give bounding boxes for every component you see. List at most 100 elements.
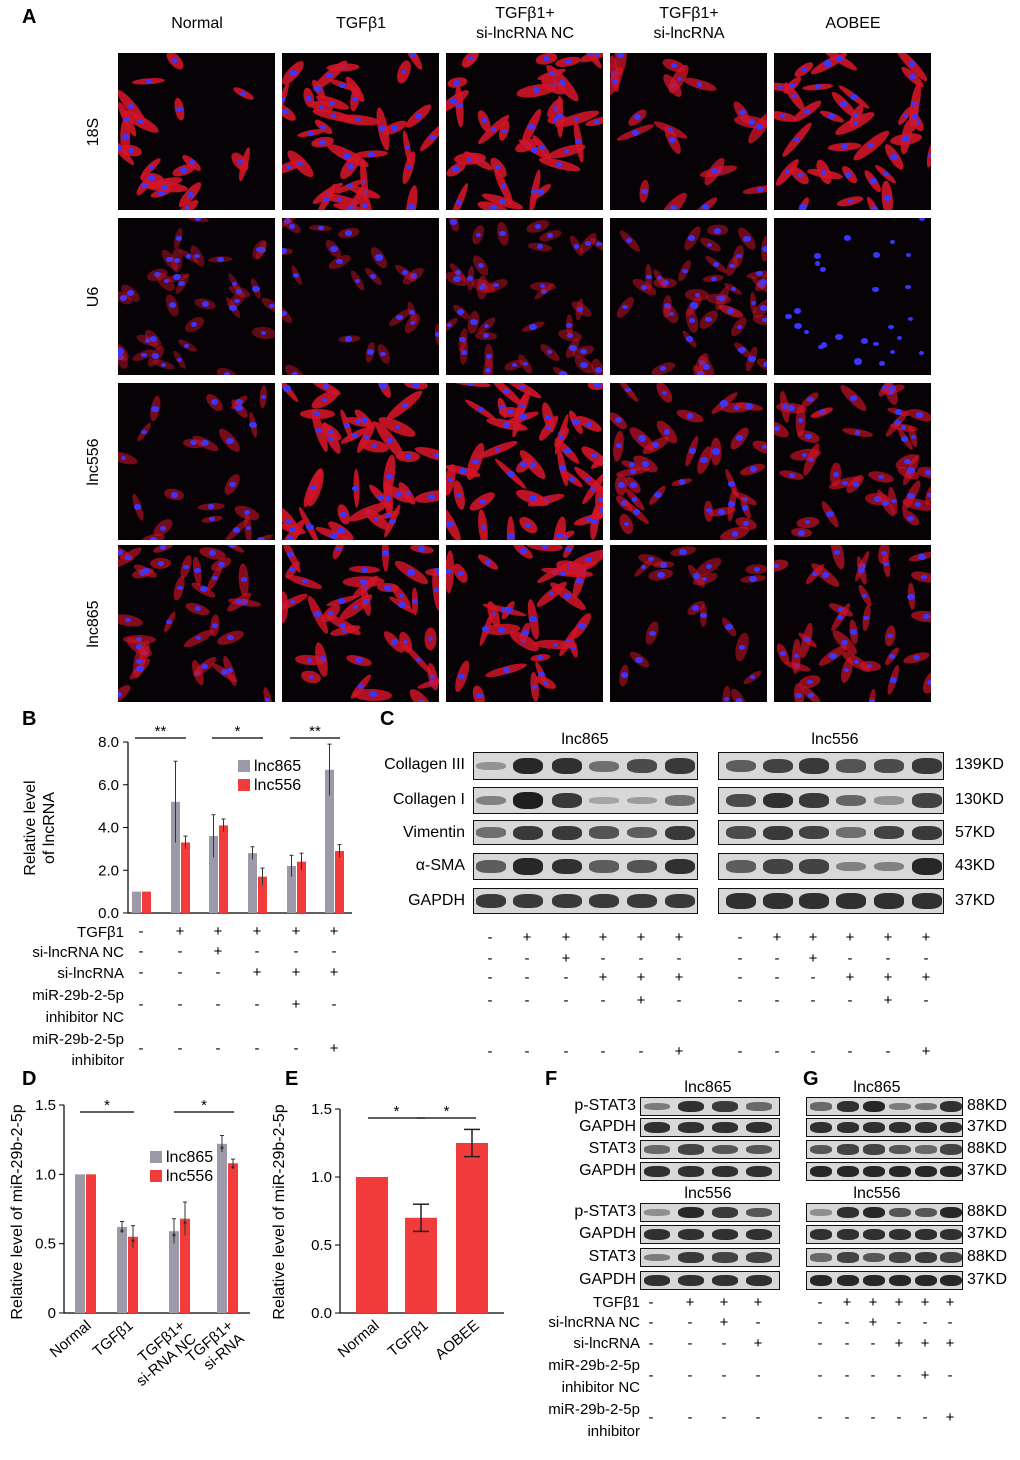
condition-value: - — [885, 1043, 891, 1060]
cell-nucleus — [807, 456, 815, 463]
cell-nucleus — [187, 192, 194, 198]
condition-value-g: + — [945, 1409, 955, 1426]
blot-strip — [640, 1271, 780, 1290]
blot-band — [746, 1228, 772, 1241]
blot-band — [746, 1121, 772, 1134]
cell-nucleus — [498, 626, 506, 633]
condition-value: + — [845, 969, 855, 986]
cell-nucleus — [483, 324, 490, 329]
cell-nucleus — [403, 639, 409, 644]
cell-nucleus — [346, 163, 354, 170]
blot-band — [810, 1165, 832, 1178]
cell-nucleus — [874, 495, 882, 502]
cell-nucleus — [578, 623, 587, 630]
significance-marker: * — [444, 1103, 450, 1120]
cell-nucleus — [802, 452, 808, 457]
cell-nucleus — [405, 453, 412, 460]
blot-band — [589, 893, 619, 909]
cell-nucleus — [668, 136, 677, 143]
blot-band — [889, 1121, 911, 1134]
cell-nucleus — [887, 633, 893, 639]
blot-title-g-bottom: lnc556 — [853, 1185, 901, 1202]
condition-value: - — [524, 1043, 530, 1060]
condition-value-f: + — [753, 1335, 763, 1352]
condition-value: - — [676, 992, 682, 1009]
cell-cytoplasm — [447, 181, 471, 210]
cell-nucleus — [141, 429, 148, 435]
cell-nucleus — [380, 351, 387, 357]
cell-nucleus — [547, 233, 554, 238]
cell-nucleus — [412, 383, 420, 388]
cell-nucleus — [494, 447, 501, 452]
condition-value-f: - — [721, 1409, 727, 1426]
blot-band — [678, 1274, 704, 1287]
cell-nucleus — [339, 622, 346, 628]
cell-nucleus — [702, 577, 708, 582]
cell-nucleus — [803, 108, 810, 114]
cell-nucleus — [289, 224, 295, 229]
blot-strip — [806, 1225, 963, 1244]
cell-nucleus — [458, 673, 466, 680]
cell-nucleus — [850, 628, 858, 635]
cell-nucleus — [337, 527, 346, 534]
cell-nucleus — [849, 395, 858, 401]
cell-nucleus — [314, 85, 323, 92]
cell-nucleus — [337, 598, 346, 605]
cell-nucleus — [505, 607, 513, 614]
cell-nucleus — [433, 587, 439, 593]
blot-band — [940, 1144, 962, 1155]
cell-nucleus — [394, 424, 401, 429]
cell-nucleus — [569, 345, 577, 351]
cell-nucleus — [759, 305, 767, 312]
blot-band — [627, 860, 657, 873]
cell-nucleus — [118, 348, 125, 355]
protein-label: Collagen III — [384, 756, 465, 773]
data-point — [183, 1221, 187, 1225]
condition-value-g: - — [817, 1314, 823, 1331]
cell-nucleus — [678, 479, 686, 485]
condition-value-g: - — [947, 1314, 953, 1331]
blot-band — [940, 1206, 962, 1219]
condition-value: - — [810, 992, 816, 1009]
bar-lnc865 — [169, 1231, 179, 1313]
cell-nucleus — [756, 271, 763, 277]
cell-nucleus — [853, 659, 860, 665]
blot-band — [746, 1252, 772, 1263]
blot-band — [712, 1121, 738, 1134]
cell-nucleus — [913, 654, 921, 661]
condition-value: - — [254, 996, 260, 1013]
cell-nucleus — [828, 113, 836, 119]
blot-band — [552, 758, 582, 774]
cell-nucleus — [869, 177, 877, 184]
blot-band — [513, 893, 543, 909]
cell-nucleus — [282, 108, 289, 115]
blot-band — [763, 893, 793, 909]
cell-nucleus — [919, 218, 926, 222]
cell-nucleus — [575, 139, 581, 144]
cell-nucleus — [593, 383, 602, 388]
condition-label: miR-29b-2-5p — [548, 1401, 640, 1418]
y-tick-label: 1.5 — [35, 1097, 56, 1114]
cell-nucleus — [159, 545, 166, 551]
condition-value: - — [524, 969, 530, 986]
cell-nucleus — [739, 109, 746, 115]
cell-nucleus — [853, 358, 862, 365]
cell-nucleus — [491, 611, 497, 616]
cell-nucleus — [256, 247, 263, 253]
cell-nucleus — [863, 615, 869, 621]
cell-nucleus — [626, 238, 633, 243]
cell-nucleus — [543, 55, 550, 61]
cell-nucleus — [565, 546, 572, 553]
y-tick-label: 1.0 — [311, 1169, 332, 1186]
cell-nucleus — [622, 304, 628, 310]
cell-nucleus — [763, 361, 767, 368]
cell-nucleus — [749, 575, 757, 582]
cell-nucleus — [409, 273, 418, 280]
cell-nucleus — [302, 579, 308, 584]
cell-nucleus — [535, 224, 541, 229]
cell-nucleus — [521, 629, 530, 637]
cell-nucleus — [228, 545, 236, 549]
cell-nucleus — [217, 256, 224, 262]
cell-nucleus — [166, 256, 173, 263]
panel-label-d: D — [22, 1068, 37, 1090]
